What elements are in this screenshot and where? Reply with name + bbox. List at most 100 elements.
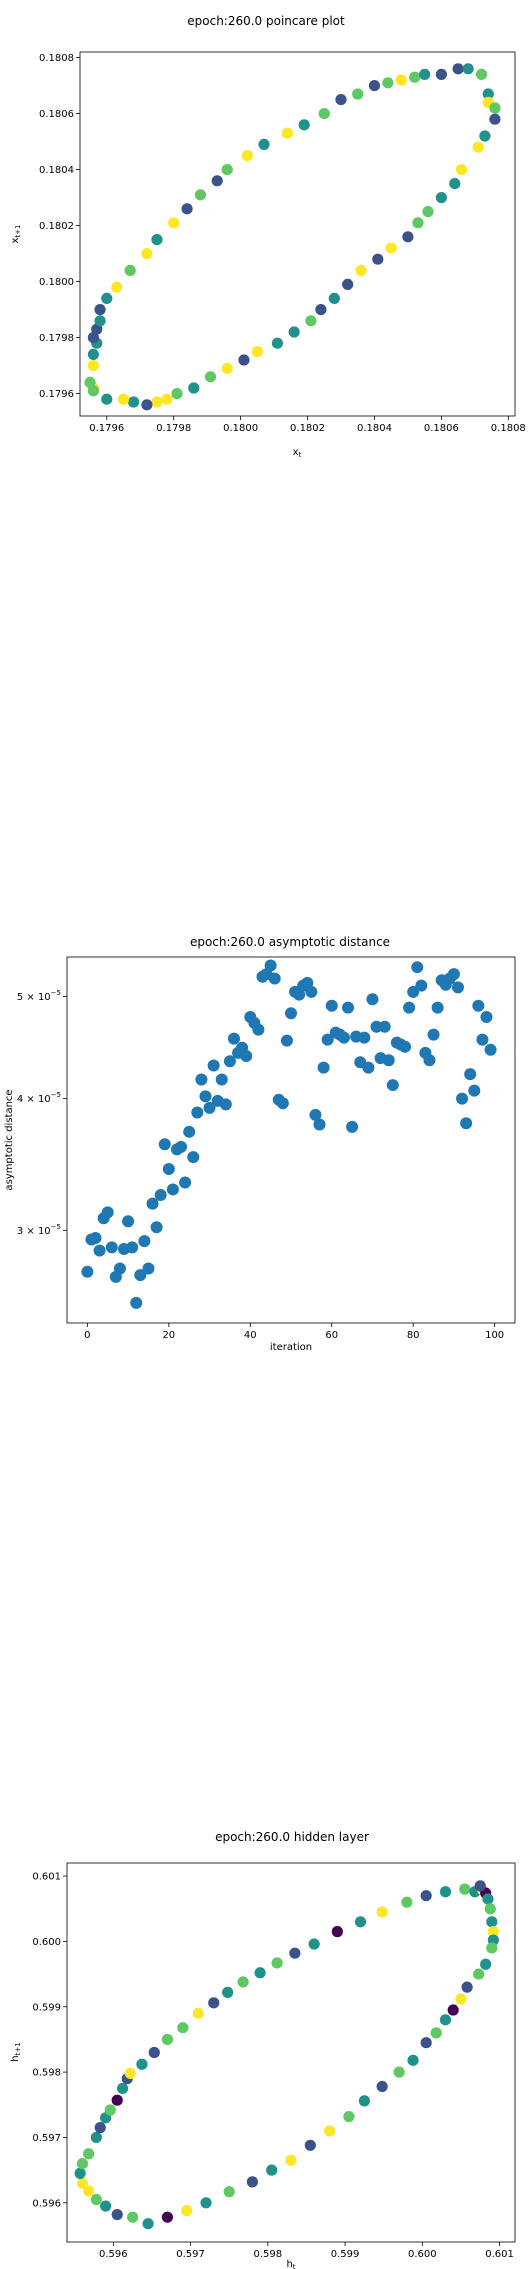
scatter-point xyxy=(81,1265,94,1278)
scatter-point xyxy=(93,1244,106,1257)
scatter-points xyxy=(81,959,497,1309)
scatter-point xyxy=(199,1090,212,1103)
scatter-point xyxy=(461,1981,473,1993)
scatter-point xyxy=(486,1942,498,1954)
scatter-point xyxy=(208,1997,220,2009)
y-tick-label: 0.598 xyxy=(32,2068,61,2079)
scatter-point xyxy=(407,985,420,998)
plot-frame xyxy=(66,1862,516,2243)
scatter-point xyxy=(221,362,233,374)
scatter-point xyxy=(435,192,447,204)
x-tick-label: 0.599 xyxy=(331,2249,360,2260)
scatter-point xyxy=(101,393,113,405)
scatter-point xyxy=(87,332,99,344)
x-tick-label: 0.1798 xyxy=(156,423,191,434)
scatter-point xyxy=(204,371,217,383)
scatter-point xyxy=(222,1986,234,1998)
scatter-point xyxy=(489,113,501,125)
scatter-point xyxy=(161,2211,174,2223)
scatter-point xyxy=(130,1296,143,1309)
x-tick-label: 20 xyxy=(162,1330,175,1341)
asymptotic-distance-chart: epoch:260.0 asymptotic distance 0 20 40 60 8… xyxy=(4,935,516,1350)
scatter-point xyxy=(343,2110,355,2123)
x-tick-label: 0.600 xyxy=(408,2249,437,2260)
scatter-point xyxy=(254,1967,266,1979)
scatter-point xyxy=(464,1068,477,1081)
scatter-point xyxy=(89,1231,102,1244)
scatter-point xyxy=(211,175,223,187)
scatter-point xyxy=(472,141,484,153)
scatter-point xyxy=(238,354,250,366)
scatter-point xyxy=(462,63,474,75)
scatter-point xyxy=(431,1001,444,1014)
scatter-point xyxy=(468,1084,481,1097)
y-tick-label: 0.600 xyxy=(32,1937,61,1948)
scatter-point xyxy=(293,988,306,1001)
scatter-point xyxy=(285,2154,297,2166)
plot-frame xyxy=(66,956,516,1324)
scatter-point xyxy=(181,203,193,215)
plot-frame xyxy=(79,51,516,417)
x-tick-label: 0.1804 xyxy=(357,423,392,434)
scatter-point xyxy=(382,1054,395,1067)
scatter-point xyxy=(354,1916,367,1928)
y-tick-label: 0.1808 xyxy=(39,53,74,64)
scatter-point xyxy=(331,1926,343,1938)
y-axis: 0.596 0.597 0.598 0.599 0.600 0.601 xyxy=(32,1872,67,2209)
scatter-point xyxy=(268,972,281,985)
scatter-point xyxy=(252,1023,265,1036)
scatter-point xyxy=(111,2208,123,2221)
x-tick-label: 60 xyxy=(325,1330,338,1341)
x-tick-label: 0.1800 xyxy=(223,423,258,434)
scatter-point xyxy=(487,1926,499,1938)
scatter-point xyxy=(104,2104,116,2116)
scatter-point xyxy=(456,1092,469,1105)
scatter-point xyxy=(138,1235,151,1248)
x-axis: 0.1796 0.1798 0.1800 0.1802 0.1804 0.1806 0.18… xyxy=(89,416,526,434)
scatter-point xyxy=(315,304,327,316)
scatter-point xyxy=(151,396,163,408)
scatter-point xyxy=(124,2067,136,2080)
scatter-point xyxy=(474,1880,486,1892)
x-tick-label: 0.601 xyxy=(485,2249,514,2260)
scatter-point xyxy=(366,993,379,1006)
scatter-point xyxy=(449,178,461,190)
scatter-point xyxy=(455,164,468,176)
scatter-point xyxy=(412,217,424,229)
scatter-point xyxy=(355,264,367,276)
scatter-point xyxy=(358,2095,370,2107)
scatter-point xyxy=(403,1001,416,1014)
scatter-point xyxy=(460,1117,473,1130)
scatter-point xyxy=(358,1031,371,1044)
scatter-point xyxy=(480,1958,492,1970)
chart-title: epoch:260.0 asymptotic distance xyxy=(190,935,390,949)
scatter-point xyxy=(175,1140,188,1153)
scatter-point xyxy=(183,1125,196,1138)
y-tick-label: 0.601 xyxy=(32,1872,61,1883)
y-axis-label: xt+1 xyxy=(10,225,22,244)
scatter-point xyxy=(447,968,460,981)
scatter-point xyxy=(317,1061,330,1074)
scatter-point xyxy=(142,2218,154,2230)
scatter-point xyxy=(101,1206,114,1219)
x-axis: 0.596 0.597 0.598 0.599 0.600 0.601 xyxy=(99,2242,514,2260)
scatter-point xyxy=(192,2007,204,2019)
scatter-point xyxy=(309,1108,322,1121)
scatter-point xyxy=(378,1020,391,1033)
scatter-point xyxy=(215,1073,228,1086)
y-axis: 0.1796 0.1798 0.1800 0.1802 0.1804 0.1806 0.18… xyxy=(39,53,80,400)
scatter-point xyxy=(161,2033,174,2046)
scatter-point xyxy=(240,1050,253,1063)
scatter-point xyxy=(305,315,317,327)
scatter-point xyxy=(301,976,314,989)
scatter-point xyxy=(342,1001,355,1014)
scatter-point xyxy=(372,253,384,265)
x-tick-label: 80 xyxy=(407,1330,420,1341)
scatter-point xyxy=(346,1120,359,1133)
scatter-point xyxy=(94,2122,106,2134)
scatter-point xyxy=(415,979,428,992)
scatter-point xyxy=(452,63,464,75)
scatter-point xyxy=(281,127,294,139)
scatter-point xyxy=(237,1976,249,1988)
